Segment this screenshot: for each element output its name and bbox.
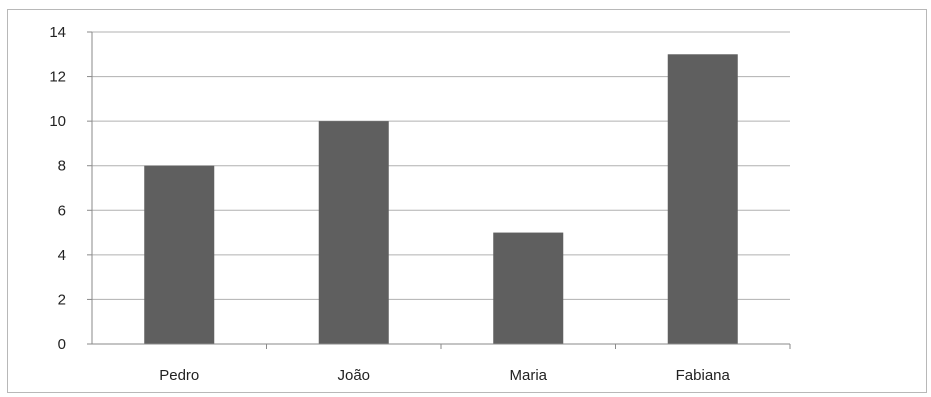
x-category-label: Maria	[509, 367, 547, 384]
y-tick-label: 8	[58, 158, 66, 175]
y-tick-label: 14	[49, 24, 66, 41]
bars	[144, 54, 738, 345]
axes	[87, 31, 791, 349]
y-tick-label: 12	[49, 69, 66, 86]
y-tick-label: 10	[49, 113, 66, 130]
x-category-label: Pedro	[159, 367, 199, 384]
bar-joão	[318, 121, 389, 345]
y-tick-label: 4	[58, 247, 66, 264]
bar-maria	[493, 232, 564, 344]
bar-pedro	[144, 165, 215, 344]
y-tick-label: 6	[58, 202, 66, 219]
bar-fabiana	[667, 54, 738, 345]
y-tick-label: 2	[58, 291, 66, 308]
y-axis-tick-labels: 0 2 4 6 8 10 12 14	[49, 24, 66, 353]
y-tick-label: 0	[58, 336, 66, 353]
x-category-label: Fabiana	[676, 367, 731, 384]
x-category-label: João	[337, 367, 370, 384]
x-axis-category-labels: Pedro João Maria Fabiana	[159, 367, 730, 384]
